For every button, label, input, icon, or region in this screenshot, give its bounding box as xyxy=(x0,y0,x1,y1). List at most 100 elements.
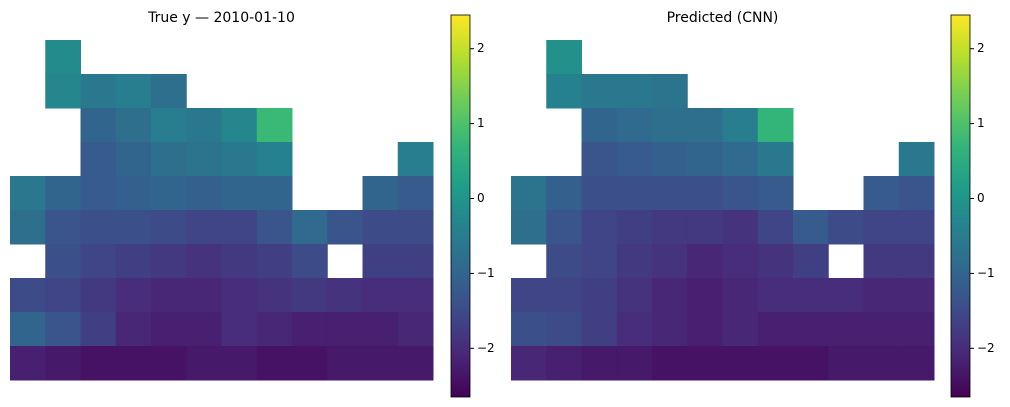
heatmap-cell xyxy=(151,142,187,177)
heatmap-cell xyxy=(292,346,328,381)
heatmap-cell xyxy=(757,312,794,347)
heatmap-cell xyxy=(10,176,46,211)
heatmap-cell xyxy=(327,346,363,381)
heatmap-cell xyxy=(793,312,829,347)
heatmap-cell xyxy=(397,176,434,211)
heatmap-cell xyxy=(80,142,117,177)
heatmap-cell xyxy=(616,176,653,211)
heatmap-cell xyxy=(511,346,547,381)
heatmap-cell xyxy=(292,312,328,347)
heatmap-cell xyxy=(898,278,935,313)
heatmap-cell xyxy=(652,108,688,143)
heatmap-cell xyxy=(828,210,864,245)
heatmap-cell xyxy=(256,312,293,347)
heatmap-cell xyxy=(687,176,723,211)
heatmap-cell xyxy=(546,40,582,75)
heatmap-cell xyxy=(151,346,187,381)
heatmap-cell xyxy=(863,176,900,211)
heatmap-cell xyxy=(221,244,258,279)
colorbar-tick-label: −1 xyxy=(977,266,995,280)
heatmap-cell xyxy=(221,312,258,347)
heatmap-cell xyxy=(151,108,187,143)
heatmap-cell xyxy=(362,176,399,211)
heatmap-cell xyxy=(362,210,399,245)
heatmap-cell xyxy=(757,108,794,143)
heatmap-cell xyxy=(256,278,293,313)
heatmap-cell xyxy=(115,176,152,211)
colorbar-tick-label: 2 xyxy=(477,41,485,55)
heatmap-cell xyxy=(546,346,582,381)
heatmap-cell xyxy=(581,74,618,109)
heatmap-cell xyxy=(186,176,222,211)
heatmap-cell xyxy=(327,210,363,245)
heatmap-cell xyxy=(898,210,935,245)
heatmap-cell xyxy=(757,278,794,313)
heatmap-cell xyxy=(115,142,152,177)
heatmap-cell xyxy=(828,278,864,313)
heatmap-cell xyxy=(292,210,328,245)
heatmap-cell xyxy=(186,210,222,245)
heatmap-cell xyxy=(616,346,653,381)
heatmap-cell xyxy=(511,176,547,211)
heatmap-cell xyxy=(256,346,293,381)
heatmap-cell xyxy=(793,346,829,381)
heatmap-cell xyxy=(722,312,759,347)
heatmap-cell xyxy=(652,176,688,211)
heatmap-cell xyxy=(652,210,688,245)
heatmap-cell xyxy=(616,278,653,313)
heatmap-cell xyxy=(793,244,829,279)
heatmap-cell xyxy=(151,176,187,211)
heatmap-cell xyxy=(652,278,688,313)
heatmap-cell xyxy=(687,244,723,279)
heatmap-cell xyxy=(115,312,152,347)
heatmap-cell xyxy=(186,108,222,143)
heatmap-cell xyxy=(80,244,117,279)
heatmap-cell xyxy=(652,142,688,177)
colorbar-tick-label: −2 xyxy=(977,341,995,355)
heatmap-cell xyxy=(80,108,117,143)
heatmap-cell xyxy=(581,312,618,347)
heatmap-cell xyxy=(616,312,653,347)
heatmap-cell xyxy=(546,210,582,245)
heatmap-cell xyxy=(221,278,258,313)
heatmap-cell xyxy=(722,278,759,313)
colorbar-tick-label: 1 xyxy=(477,116,485,130)
heatmap-cell xyxy=(10,278,46,313)
heatmap-cell xyxy=(687,312,723,347)
heatmap-cell xyxy=(757,346,794,381)
heatmap-cell xyxy=(45,346,81,381)
heatmap-cell xyxy=(757,142,794,177)
heatmap-cell xyxy=(115,74,152,109)
heatmap-cell xyxy=(292,278,328,313)
heatmap-cell xyxy=(687,210,723,245)
heatmap-cell xyxy=(256,210,293,245)
heatmap-cell xyxy=(687,278,723,313)
heatmap-cell xyxy=(80,176,117,211)
heatmap-cell xyxy=(828,312,864,347)
heatmap-cell xyxy=(511,278,547,313)
heatmap-cell xyxy=(45,210,81,245)
heatmap-cell xyxy=(151,312,187,347)
heatmap-cell xyxy=(327,278,363,313)
heatmap-cell xyxy=(722,210,759,245)
heatmap-cell xyxy=(80,278,117,313)
heatmap-cell xyxy=(151,244,187,279)
heatmap-cell xyxy=(292,244,328,279)
colorbar xyxy=(950,14,971,398)
colorbar-tick-label: 0 xyxy=(477,191,485,205)
heatmap-cell xyxy=(186,346,222,381)
heatmap-cell xyxy=(828,346,864,381)
heatmap-cell xyxy=(687,108,723,143)
heatmap-cell xyxy=(898,312,935,347)
heatmap-cell xyxy=(45,312,81,347)
heatmap-cell xyxy=(898,142,935,177)
heatmap-cell xyxy=(115,108,152,143)
heatmap-cell xyxy=(652,74,688,109)
heatmap-cell xyxy=(863,244,900,279)
heatmap-cell xyxy=(80,210,117,245)
heatmap-cell xyxy=(581,176,618,211)
heatmap-cell xyxy=(546,74,582,109)
heatmap-cell xyxy=(581,244,618,279)
heatmap-cell xyxy=(221,176,258,211)
